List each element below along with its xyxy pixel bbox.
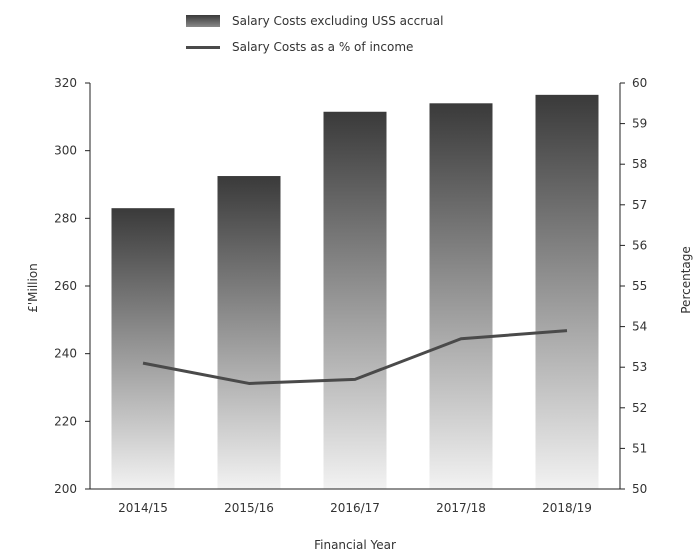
y2-tick-label: 60 (632, 76, 647, 90)
x-tick-label: 2017/18 (436, 501, 486, 515)
y2-tick-label: 51 (632, 441, 647, 455)
y-tick-label: 240 (54, 347, 77, 361)
legend: Salary Costs excluding USS accrual Salar… (186, 8, 443, 60)
y-tick-label: 200 (54, 482, 77, 496)
x-tick-label: 2015/16 (224, 501, 274, 515)
legend-bar-label: Salary Costs excluding USS accrual (232, 14, 444, 28)
bar-2017-18 (429, 103, 493, 490)
y2-tick-label: 52 (632, 401, 647, 415)
x-axis-title: Financial Year (314, 538, 396, 552)
y2-tick-label: 53 (632, 360, 647, 374)
y-tick-label: 280 (54, 211, 77, 225)
legend-bar-swatch (186, 15, 220, 27)
legend-line-label: Salary Costs as a % of income (232, 40, 414, 54)
legend-item-bars: Salary Costs excluding USS accrual (186, 8, 443, 34)
y2-tick-label: 56 (632, 238, 647, 252)
y2-tick-label: 54 (632, 320, 647, 334)
bar-2016-17 (323, 111, 387, 489)
axes-layer: 200 220 240 260 280 300 320 50 51 52 53 54 55 56 57 58 5… (54, 76, 647, 515)
y2-tick-label: 57 (632, 198, 647, 212)
y2-axis-title: Percentage (679, 246, 693, 314)
y-tick-label: 320 (54, 76, 77, 90)
y2-tick-label: 55 (632, 279, 647, 293)
legend-item-line: Salary Costs as a % of income (186, 34, 443, 60)
y-axis-title: £'Million (26, 263, 40, 313)
x-tick-label: 2014/15 (118, 501, 168, 515)
bar-2014-15 (111, 208, 175, 489)
y-tick-label: 260 (54, 279, 77, 293)
percentage-line (142, 329, 568, 385)
y2-tick-label: 58 (632, 157, 647, 171)
y2-tick-label: 50 (632, 482, 647, 496)
line-layer (142, 329, 568, 385)
x-tick-label: 2016/17 (330, 501, 380, 515)
y-tick-label: 300 (54, 144, 77, 158)
x-tick-label: 2018/19 (542, 501, 592, 515)
legend-line-swatch (186, 45, 220, 49)
y2-tick-label: 59 (632, 117, 647, 131)
bar-2018-19 (535, 94, 599, 489)
y-tick-label: 220 (54, 414, 77, 428)
bar-2015-16 (217, 176, 281, 489)
bars-layer (111, 94, 599, 490)
